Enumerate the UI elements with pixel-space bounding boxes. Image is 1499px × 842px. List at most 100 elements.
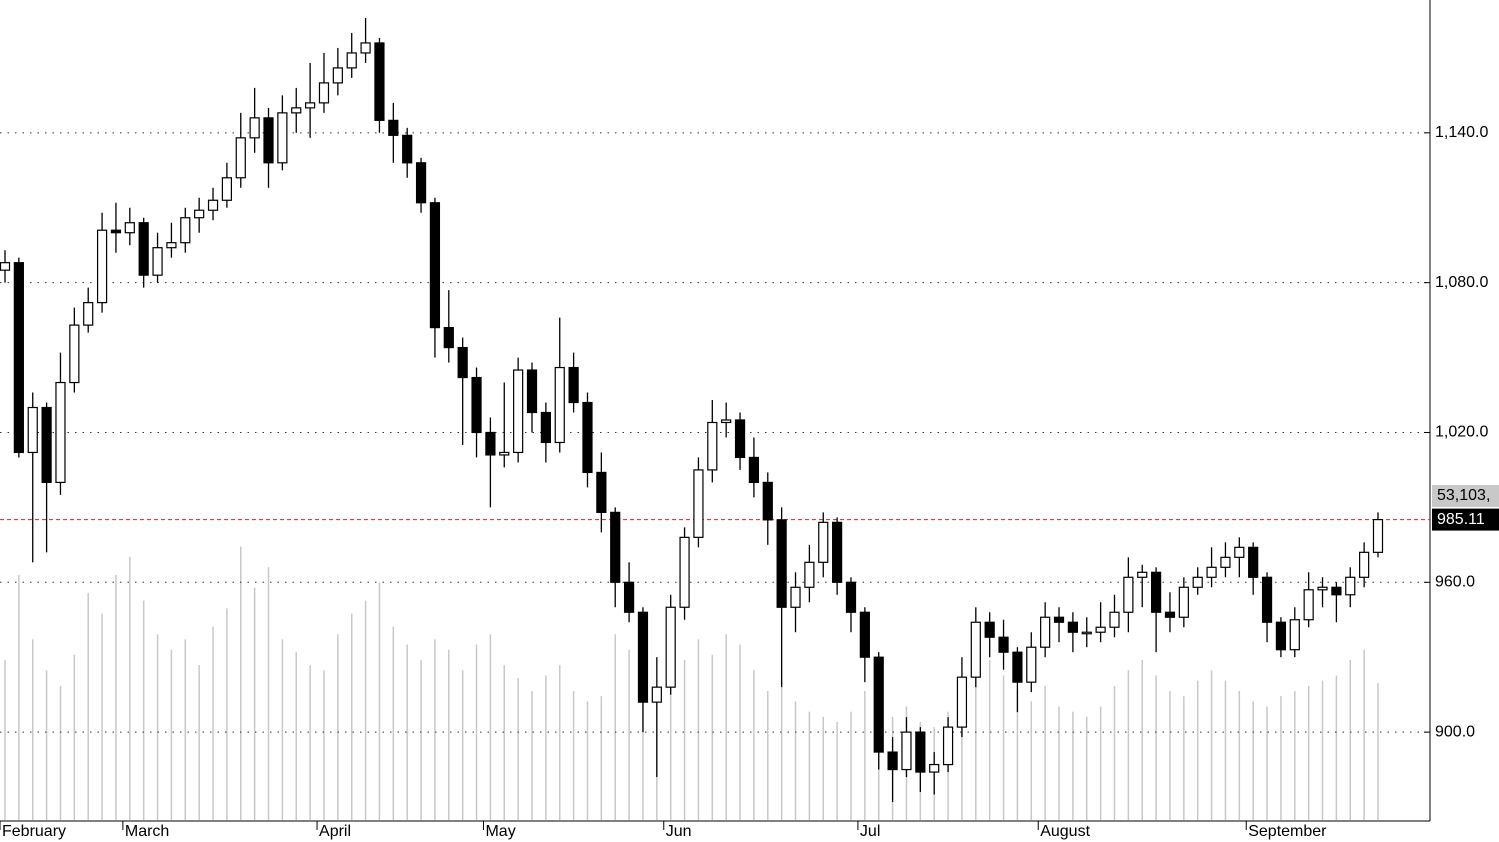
- candle-body: [27, 406, 38, 454]
- candle-body: [1040, 616, 1051, 648]
- candle-body: [471, 376, 482, 434]
- candle-body: [1303, 589, 1314, 621]
- candle-body: [734, 419, 746, 459]
- candle-body: [984, 621, 995, 638]
- candle-body: [1289, 619, 1300, 651]
- candle-body: [540, 411, 551, 444]
- candle-body: [915, 731, 926, 773]
- volume-label: 53,103,: [1437, 487, 1490, 504]
- candle-body: [1123, 576, 1134, 613]
- candle-body: [582, 401, 593, 474]
- candle-body: [485, 431, 496, 456]
- candle-body: [374, 42, 385, 121]
- candle-body: [1192, 576, 1203, 588]
- candle-body: [360, 42, 371, 54]
- candle-body: [526, 369, 538, 414]
- candle-body: [610, 511, 621, 583]
- candle-body: [1359, 551, 1370, 578]
- candle-body: [180, 217, 191, 244]
- candle-body: [1317, 586, 1328, 591]
- candle-body: [818, 521, 829, 563]
- candle-body: [1053, 616, 1065, 623]
- candle-body: [554, 366, 565, 444]
- y-tick-label: 960.0: [1435, 574, 1475, 591]
- candle-body: [721, 419, 732, 424]
- x-tick-label: February: [2, 823, 66, 840]
- volume-label-box: [1432, 485, 1499, 507]
- candle-body: [998, 636, 1009, 653]
- candle-body: [457, 346, 468, 379]
- y-tick-label: 1,080.0: [1435, 274, 1488, 291]
- candle-body: [41, 406, 52, 484]
- last-label-box: [1432, 508, 1499, 531]
- candle-body: [402, 134, 413, 164]
- candle-body: [748, 456, 760, 484]
- candle-body: [13, 262, 24, 454]
- candle-body: [96, 229, 108, 304]
- candle-body: [1081, 631, 1092, 635]
- candle-body: [1178, 586, 1189, 618]
- candle-body: [1234, 546, 1245, 558]
- candle-body: [1164, 611, 1176, 618]
- candle-body: [166, 242, 177, 249]
- candle-body: [1331, 586, 1342, 596]
- candle-body: [1248, 546, 1259, 578]
- candle-body: [804, 561, 815, 588]
- candle-body: [443, 327, 454, 349]
- x-tick-label: Jul: [860, 823, 880, 840]
- candle-body: [318, 82, 330, 104]
- candle-body: [110, 229, 122, 234]
- candle-body: [651, 686, 662, 703]
- candle-body: [1220, 556, 1231, 568]
- last-label: 985.11: [1437, 511, 1485, 528]
- candle-body: [637, 611, 649, 703]
- candle-body: [1261, 576, 1273, 623]
- candle-body: [332, 67, 343, 84]
- x-tick-label: April: [319, 823, 351, 840]
- candle-body: [707, 421, 718, 471]
- candle-body: [665, 606, 676, 688]
- candle-body: [596, 471, 607, 513]
- candle-body: [1275, 621, 1287, 651]
- candle-body: [124, 222, 135, 234]
- candle-body: [499, 451, 510, 456]
- candle-body: [83, 302, 94, 326]
- candle-body: [277, 112, 288, 164]
- candle-body: [194, 209, 205, 219]
- candle-body: [1345, 576, 1356, 596]
- candle-body: [693, 469, 704, 538]
- candle-body: [346, 52, 357, 69]
- candle-body: [138, 222, 149, 276]
- candle-body: [1150, 571, 1162, 613]
- candle-body: [415, 162, 427, 204]
- candle-body: [568, 366, 579, 404]
- candle-body: [1137, 571, 1148, 578]
- candle-body: [762, 481, 773, 521]
- candle-body: [55, 381, 66, 484]
- candle-body: [249, 117, 260, 139]
- y-tick-label: 1,020.0: [1435, 424, 1488, 441]
- candle-body: [859, 611, 870, 658]
- candle-body: [776, 519, 787, 608]
- candle-body: [1372, 518, 1384, 553]
- candle-body: [901, 731, 912, 771]
- candle-body: [69, 324, 80, 384]
- candle-body: [1026, 646, 1037, 683]
- candle-body: [207, 199, 219, 211]
- candle-body: [221, 177, 233, 201]
- x-tick-label: May: [485, 823, 515, 840]
- candle-body: [956, 676, 968, 728]
- candle-body: [429, 202, 441, 329]
- candle-body: [929, 763, 940, 773]
- candle-body: [887, 751, 898, 771]
- candle-body: [845, 581, 857, 613]
- x-tick-label: Jun: [666, 823, 692, 840]
- candle-body: [790, 586, 801, 608]
- x-tick-label: August: [1040, 823, 1090, 840]
- candle-body: [388, 119, 399, 136]
- candle-body: [1109, 611, 1120, 628]
- candle-body: [152, 247, 163, 276]
- candle-body: [623, 581, 635, 613]
- candle-body: [1012, 651, 1023, 683]
